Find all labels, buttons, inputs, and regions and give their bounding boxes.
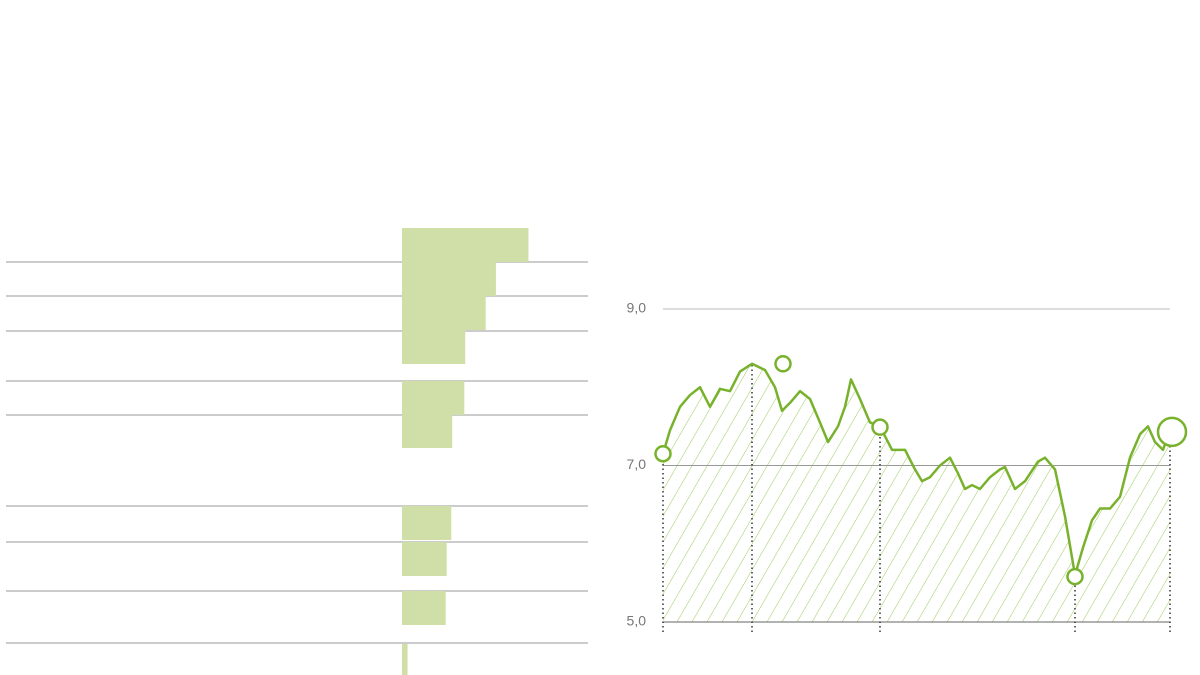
marker [1156, 416, 1188, 448]
bar [402, 644, 408, 675]
line [661, 362, 1172, 577]
bar [402, 414, 453, 448]
marker [654, 445, 672, 463]
y-tick-label: 7,0 [627, 456, 647, 472]
bar [402, 591, 446, 625]
area [663, 363, 1170, 622]
bar [402, 296, 486, 330]
bar [402, 262, 496, 296]
y-tick-label: 9,0 [627, 300, 647, 316]
y-tick-label: 5,0 [627, 613, 647, 629]
bar [402, 381, 465, 415]
marker [871, 418, 889, 436]
marker [774, 355, 792, 373]
bar [402, 330, 466, 364]
bar [402, 542, 447, 576]
bar [402, 228, 529, 262]
bar [402, 506, 452, 540]
marker [1066, 567, 1084, 586]
